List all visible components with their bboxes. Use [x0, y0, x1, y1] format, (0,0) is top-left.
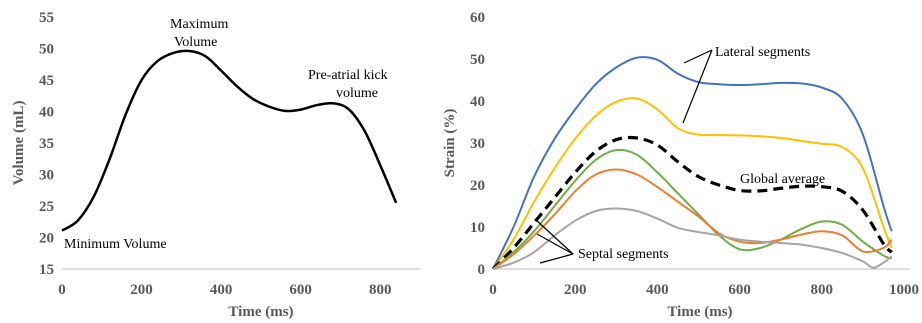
- strain-x-tick-label: 0: [489, 282, 497, 298]
- annotation-minimum-volume: Minimum Volume: [64, 237, 167, 252]
- strain-series-line: [492, 56, 893, 270]
- strain-x-axis-title: Time (ms): [667, 304, 732, 320]
- volume-y-tick-label: 15: [39, 262, 54, 278]
- volume-ticks: 0 200 400 600 800 15 20 25 30 35 40 45 50 55: [39, 10, 391, 298]
- strain-x-tick-label: 600: [728, 282, 751, 298]
- strain-series-line: [492, 207, 893, 270]
- volume-y-tick-label: 55: [39, 10, 54, 26]
- strain-series-line: [491, 135, 893, 271]
- volume-curve: [61, 49, 398, 232]
- strain-y-tick-label: 50: [470, 52, 485, 68]
- strain-series-line: [492, 97, 893, 270]
- annotation-lateral-segments: Lateral segments: [715, 45, 810, 60]
- annotation-maximum-volume-line1: Maximum: [170, 17, 228, 32]
- annotation-pre-atrial-kick-line2: volume: [336, 86, 378, 101]
- volume-y-tick-label: 20: [39, 231, 54, 247]
- strain-y-tick-label: 0: [478, 262, 486, 278]
- volume-x-axis-title: Time (ms): [228, 304, 293, 320]
- volume-y-tick-label: 25: [39, 199, 54, 215]
- volume-x-tick-label: 400: [210, 282, 233, 298]
- strain-curves: [491, 56, 893, 271]
- septal-pointer-1: [534, 218, 574, 255]
- strain-y-tick-label: 60: [470, 10, 485, 26]
- strain-series-line: [492, 148, 893, 270]
- annotation-septal-segments: Septal segments: [578, 247, 669, 262]
- septal-pointer-3: [539, 253, 574, 264]
- lateral-pointer-2: [682, 49, 713, 124]
- strain-x-tick-label: 800: [811, 282, 834, 298]
- strain-x-tick-label: 200: [564, 282, 587, 298]
- strain-y-axis-title: Strain (%): [442, 109, 458, 178]
- annotation-global-average: Global average: [740, 172, 825, 187]
- strain-ticks: 0 200 400 600 800 1000 0 10 20 30 40 50 60: [470, 10, 919, 298]
- volume-x-tick-label: 600: [289, 282, 312, 298]
- strain-x-tick-label: 1000: [889, 282, 919, 298]
- lateral-pointer-1: [683, 49, 713, 64]
- volume-x-tick-label: 200: [130, 282, 153, 298]
- septal-pointer-2: [536, 233, 574, 255]
- volume-y-tick-label: 30: [39, 168, 54, 184]
- volume-y-tick-label: 35: [39, 136, 54, 152]
- strain-series-line: [492, 168, 893, 270]
- volume-x-tick-label: 800: [369, 282, 392, 298]
- volume-y-tick-label: 45: [39, 73, 54, 89]
- volume-x-tick-label: 0: [58, 282, 66, 298]
- strain-y-tick-label: 10: [470, 220, 485, 236]
- volume-y-tick-label: 40: [39, 105, 54, 121]
- strain-y-tick-label: 30: [470, 136, 485, 152]
- strain-y-tick-label: 40: [470, 94, 485, 110]
- strain-x-tick-label: 400: [646, 282, 669, 298]
- volume-y-tick-label: 50: [39, 42, 54, 58]
- annotation-maximum-volume-line2: Volume: [174, 35, 217, 50]
- annotation-pre-atrial-kick-line1: Pre-atrial kick: [308, 68, 388, 83]
- strain-chart: 0 200 400 600 800 1000 0 10 20 30 40 50 60 Time (ms)…: [442, 10, 919, 320]
- volume-chart: 0 200 400 600 800 15 20 25 30 35 40 45 50 55 Time (ms…: [11, 10, 420, 320]
- strain-y-tick-label: 20: [470, 178, 485, 194]
- volume-y-axis-title: Volume (mL): [11, 101, 27, 186]
